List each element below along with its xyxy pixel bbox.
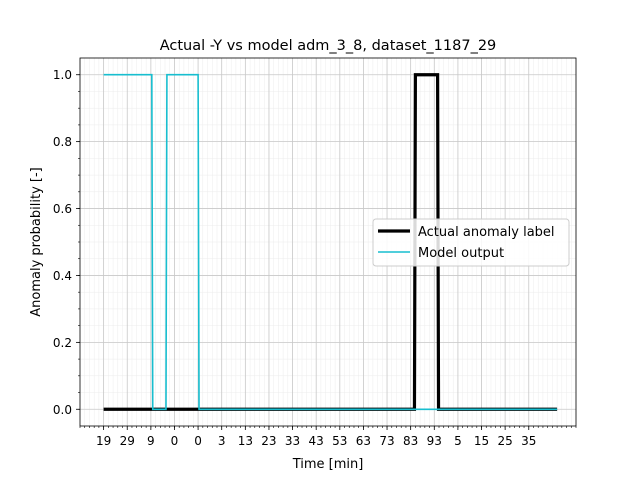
legend-label-model: Model output	[418, 246, 504, 261]
x-tick-label: 25	[498, 434, 513, 448]
model-output-line	[103, 73, 558, 411]
y-tick-label: 0.8	[53, 135, 72, 149]
x-tick-label: 73	[379, 434, 394, 448]
y-tick-label: 0.2	[53, 336, 72, 350]
y-tick-label: 1.0	[53, 68, 72, 82]
x-axis-label: Time [min]	[292, 457, 364, 472]
x-tick-label: 3	[218, 434, 226, 448]
y-axis-label: Anomaly probability [-]	[29, 167, 44, 316]
x-tick-label: 53	[332, 434, 347, 448]
x-tick-label: 63	[356, 434, 371, 448]
x-tick-label: 43	[309, 434, 324, 448]
x-axis-ticks: 19 29 9 0 0 3 13 23 33 43 53 63 73 83 93 5 15 25 35	[79, 426, 577, 448]
x-tick-label: 33	[285, 434, 300, 448]
series-layer	[103, 73, 558, 411]
legend-label-actual: Actual anomaly label	[418, 225, 555, 240]
x-tick-label: 0	[171, 434, 179, 448]
legend-box	[372, 218, 570, 267]
x-tick-label: 5	[454, 434, 462, 448]
x-tick-label: 19	[96, 434, 111, 448]
x-tick-label: 93	[427, 434, 442, 448]
y-tick-label: 0.4	[53, 269, 72, 283]
x-tick-label: 13	[238, 434, 253, 448]
legend: Actual anomaly label Model output	[372, 218, 570, 267]
y-axis-ticks: 0.0 0.2 0.4 0.6 0.8 1.0	[53, 68, 80, 417]
x-tick-label: 15	[474, 434, 489, 448]
x-tick-label: 0	[194, 434, 202, 448]
x-tick-label: 83	[403, 434, 418, 448]
x-tick-label: 29	[120, 434, 135, 448]
y-tick-label: 0.0	[53, 403, 72, 417]
x-tick-label: 9	[147, 434, 155, 448]
x-tick-label: 23	[261, 434, 276, 448]
x-tick-label: 35	[521, 434, 536, 448]
y-tick-label: 0.6	[53, 202, 72, 216]
chart-title: Actual -Y vs model adm_3_8, dataset_1187…	[160, 38, 497, 54]
